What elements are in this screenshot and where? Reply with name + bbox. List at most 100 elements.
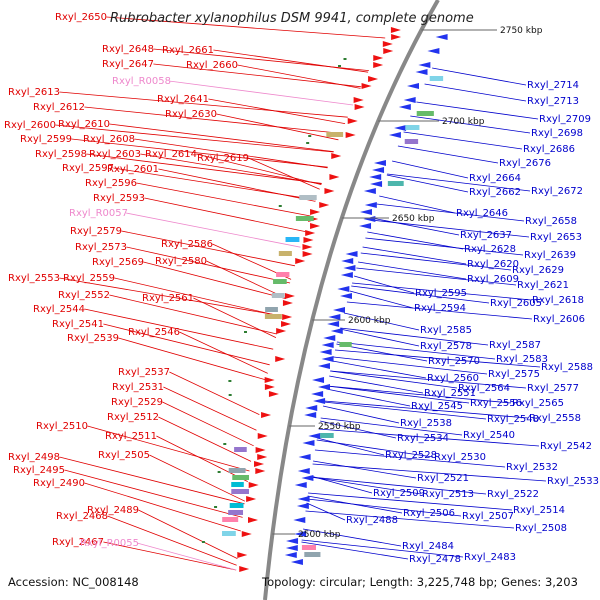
leader-line: [320, 420, 397, 439]
gene-label: Rxyl_2511: [105, 431, 157, 442]
feature-arrow-plus: [340, 272, 353, 278]
feature-box: [326, 132, 344, 137]
leader-line: [59, 91, 348, 118]
gene-label: Rxyl_2533: [547, 476, 599, 487]
gene-label: Rxyl_2650: [55, 12, 107, 23]
feature-box: [320, 433, 334, 438]
scale-label: 2750 kbp: [500, 26, 543, 36]
feature-arrow-plus: [418, 62, 431, 68]
feature-box: [301, 545, 316, 550]
gene-label: Rxyl_2621: [517, 280, 569, 291]
leader-line: [316, 439, 434, 458]
leader-line: [64, 469, 243, 518]
leader-line: [386, 174, 469, 193]
leader-line: [179, 331, 268, 374]
feature-arrow-plus: [363, 216, 376, 222]
leader-line: [84, 482, 241, 532]
gene-label: Rxyl_2599: [20, 134, 72, 145]
leader-line: [352, 282, 532, 301]
feature-box: [429, 76, 444, 81]
feature-arrow-minus: [302, 251, 313, 257]
gene-label: Rxyl_2565: [512, 398, 564, 409]
gene-label: Rxyl_2686: [523, 144, 575, 155]
feature-arrow-plus: [308, 433, 321, 439]
gene-label: Rxyl_2534: [397, 433, 449, 444]
leader-line: [330, 370, 527, 389]
gene-label: Rxyl_2513: [422, 489, 474, 500]
gene-label: Rxyl_2556: [470, 398, 522, 409]
gene-label: Rxyl_2619: [197, 153, 249, 164]
genome-backbone: [263, 0, 440, 600]
gene-label: Rxyl_2648: [102, 44, 154, 55]
gene-label: Rxyl_2598: [35, 149, 87, 160]
gene-label: Rxyl_2509: [373, 488, 425, 499]
gene-label: Rxyl_2660: [186, 60, 238, 71]
feature-arrow-minus: [382, 41, 393, 47]
feature-arrow-plus: [290, 559, 303, 565]
gene-label: Rxyl_2609: [467, 274, 519, 285]
leader-line: [106, 16, 386, 39]
gene-label: Rxyl_2620: [467, 259, 519, 270]
feature-arrow-minus: [237, 552, 248, 558]
gene-label: Rxyl_2596: [85, 178, 137, 189]
leader-line: [237, 64, 361, 89]
leader-line: [87, 425, 250, 472]
leader-line: [424, 83, 527, 102]
feature-arrow-plus: [370, 181, 383, 187]
leader-line: [158, 168, 316, 202]
leader-line: [156, 435, 248, 482]
feature-arrow-plus: [302, 440, 315, 446]
feature-box: [231, 482, 244, 487]
gene-label: Rxyl_2664: [469, 173, 521, 184]
feature-arrow-plus: [294, 482, 307, 488]
gene-label: Rxyl_R0055: [80, 538, 139, 549]
gene-label: Rxyl_2506: [403, 508, 455, 519]
feature-arrow-plus: [301, 475, 314, 481]
gene-label: Rxyl_2600: [4, 120, 56, 131]
map-title: Rubrobacter xylanophilus DSM 9941, compl…: [110, 11, 474, 26]
leader-line: [310, 476, 487, 495]
gene-label: Rxyl_2564: [458, 383, 510, 394]
leader-line: [162, 401, 254, 447]
gene-label: Rxyl_2698: [531, 128, 583, 139]
leader-line: [109, 123, 334, 152]
feature-arrow-plus: [294, 531, 307, 537]
leader-line: [163, 386, 257, 431]
feature-marker: [201, 541, 205, 543]
leader-line: [206, 260, 287, 299]
gene-label: Rxyl_2560: [427, 373, 479, 384]
gene-label: Rxyl_2618: [532, 295, 584, 306]
gene-label: Rxyl_2538: [400, 418, 452, 429]
feature-arrow-minus: [254, 461, 265, 467]
feature-arrow-plus: [311, 391, 324, 397]
feature-box: [228, 510, 244, 515]
leader-line: [109, 294, 277, 335]
feature-box: [299, 195, 317, 200]
feature-arrow-plus: [364, 202, 377, 208]
feature-box: [404, 139, 419, 144]
gene-label: Rxyl_R0057: [69, 208, 128, 219]
leader-line: [107, 515, 237, 566]
gene-label: Rxyl_2489: [87, 505, 139, 516]
gene-label: Rxyl_2630: [165, 109, 217, 120]
feature-box: [265, 307, 278, 312]
feature-box: [234, 447, 247, 452]
leader-line: [84, 308, 274, 350]
leader-line: [314, 449, 506, 468]
feature-box: [295, 216, 314, 221]
gene-label: Rxyl_2653: [530, 232, 582, 243]
feature-box: [285, 237, 300, 242]
feature-box: [264, 314, 282, 319]
feature-arrow-plus: [398, 104, 411, 110]
leader-line: [312, 463, 547, 482]
gene-label: Rxyl_2478: [409, 554, 461, 565]
gene-label: Rxyl_2531: [112, 382, 164, 393]
gene-label: Rxyl_2713: [527, 96, 579, 107]
leader-line: [307, 498, 462, 517]
feature-arrow-plus: [394, 125, 407, 131]
feature-arrow-plus: [284, 552, 297, 558]
feature-arrow-minus: [246, 496, 257, 502]
gene-label: Rxyl_2484: [402, 541, 454, 552]
feature-arrow-minus: [275, 356, 286, 362]
